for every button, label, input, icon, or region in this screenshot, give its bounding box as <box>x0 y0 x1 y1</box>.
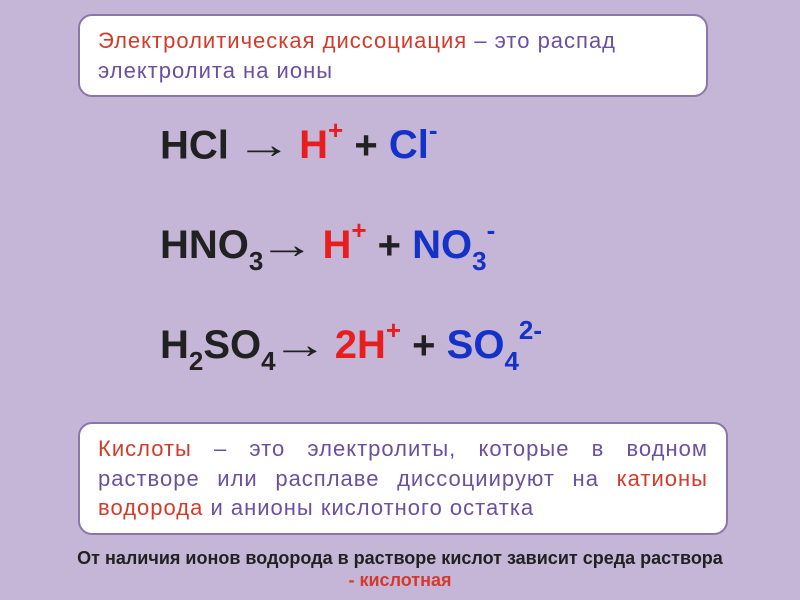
eq2-no-sub: 3 <box>472 246 486 276</box>
footer-line-2: - кислотная <box>0 570 800 591</box>
eq3-so4-sub: 4 <box>504 346 518 376</box>
term-highlight: Электролитическая диссоциация <box>98 28 467 53</box>
eq1-cation: H+ <box>299 123 343 167</box>
eq2-lhs: HNO3 <box>160 223 263 267</box>
arrow-icon: → <box>272 323 328 368</box>
eq1-anion: Cl- <box>389 123 438 167</box>
plus-sign: + <box>401 323 447 367</box>
footer-line-1: От наличия ионов водорода в растворе кис… <box>0 548 800 569</box>
eq2-cation: H+ <box>311 223 366 267</box>
eq2-no-charge: - <box>487 215 496 245</box>
eq3-so4: SO <box>447 323 505 367</box>
equation-hcl: HCl → H+ + Cl- <box>160 120 438 168</box>
eq1-h: H <box>299 123 328 167</box>
plus-sign: + <box>367 223 413 267</box>
eq3-2h-charge: + <box>386 315 401 345</box>
eq1-cl-charge: - <box>429 115 438 145</box>
definition-text-top: Электролитическая диссоциация – это расп… <box>98 26 688 85</box>
eq3-cation: 2H+ <box>324 323 401 367</box>
term-acids: Кислоты <box>98 436 192 461</box>
eq3-so: SO <box>203 323 261 367</box>
definition-box-bottom: Кислоты – это электролиты, которые в вод… <box>78 422 728 535</box>
definition-text-bottom: Кислоты – это электролиты, которые в вод… <box>98 434 708 523</box>
eq1-cl: Cl <box>389 123 429 167</box>
eq3-2h: 2H <box>324 323 386 367</box>
definition-box-top: Электролитическая диссоциация – это расп… <box>78 14 708 97</box>
eq3-lhs: H2SO4 <box>160 323 276 367</box>
eq2-anion: NO3- <box>412 223 495 267</box>
eq1-h-charge: + <box>328 115 343 145</box>
plus-sign: + <box>354 123 388 167</box>
equation-h2so4: H2SO4→ 2H+ + SO42- <box>160 320 542 374</box>
arrow-icon: → <box>259 223 315 268</box>
arrow-icon: → <box>236 123 292 168</box>
def-bottom-end: и анионы кислотного остатка <box>203 495 534 520</box>
eq2-h-charge: + <box>351 215 366 245</box>
eq2-h: H <box>311 223 351 267</box>
eq3-sub2: 2 <box>189 346 203 376</box>
eq1-lhs: HCl <box>160 123 229 167</box>
eq3-h: H <box>160 323 189 367</box>
eq3-so4-charge: 2- <box>519 315 542 345</box>
slide: Электролитическая диссоциация – это расп… <box>0 0 800 600</box>
equation-hno3: HNO3→ H+ + NO3- <box>160 220 495 274</box>
eq2-hno: HNO <box>160 223 249 267</box>
eq3-anion: SO42- <box>447 323 542 367</box>
eq2-no: NO <box>412 223 472 267</box>
